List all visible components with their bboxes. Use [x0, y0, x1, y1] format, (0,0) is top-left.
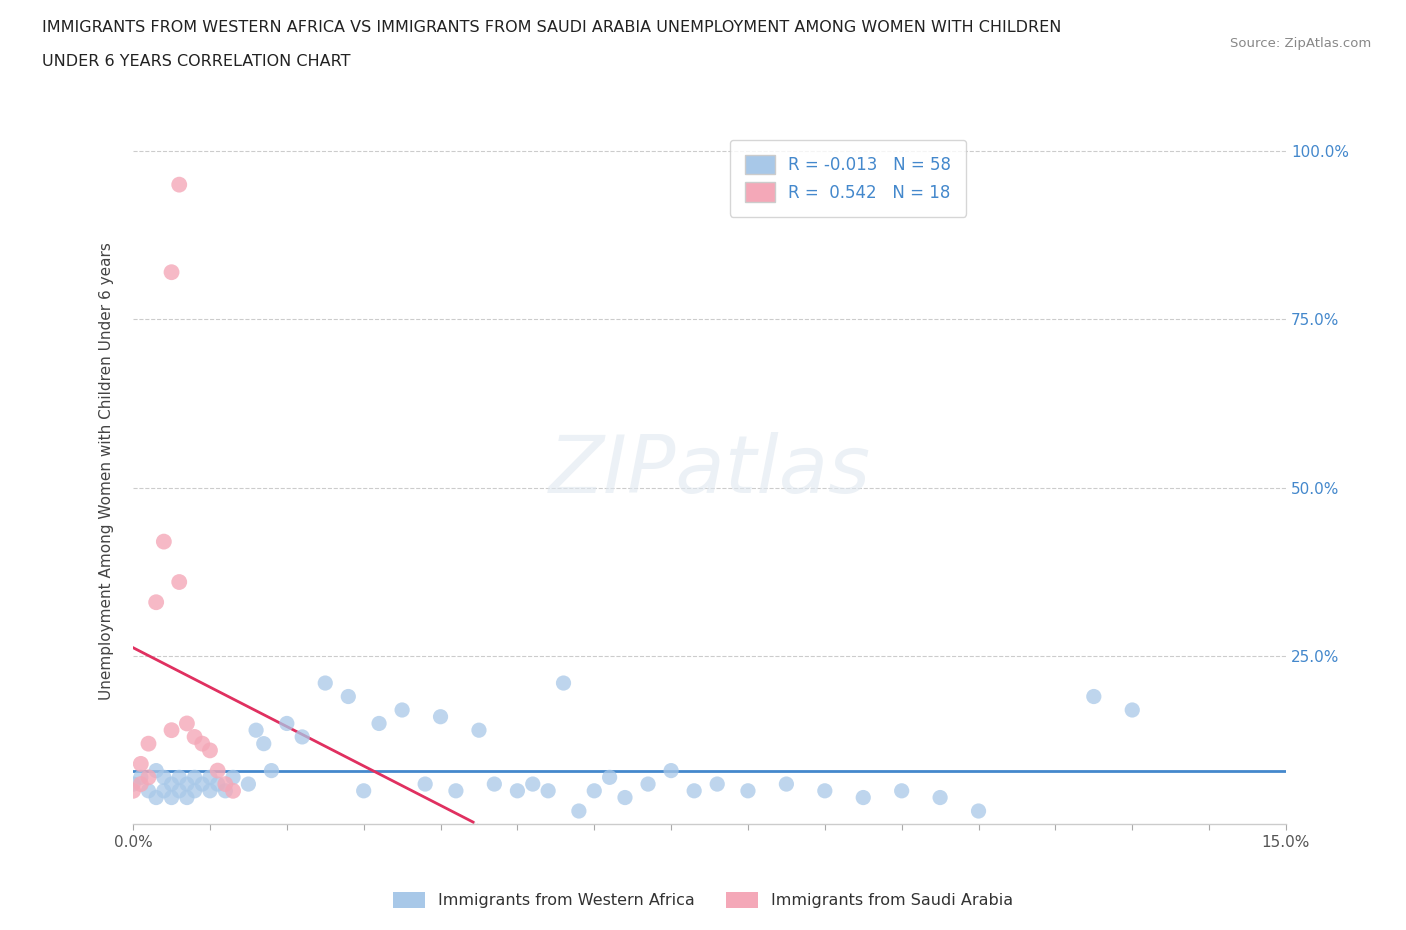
Point: [659, 764, 682, 778]
Point: [222, 770, 245, 785]
Point: [583, 783, 606, 798]
Point: [537, 783, 560, 798]
Point: [176, 790, 198, 805]
Point: [214, 783, 236, 798]
Point: [637, 777, 659, 791]
Point: [852, 790, 875, 805]
Text: Source: ZipAtlas.com: Source: ZipAtlas.com: [1230, 37, 1371, 50]
Point: [160, 790, 183, 805]
Point: [214, 777, 236, 791]
Point: [706, 777, 728, 791]
Point: [122, 783, 145, 798]
Point: [222, 783, 245, 798]
Point: [153, 770, 176, 785]
Point: [353, 783, 375, 798]
Point: [138, 737, 160, 751]
Point: [506, 783, 529, 798]
Point: [890, 783, 912, 798]
Point: [337, 689, 360, 704]
Point: [207, 764, 229, 778]
Point: [737, 783, 759, 798]
Point: [775, 777, 797, 791]
Text: ZIPatlas: ZIPatlas: [548, 432, 870, 510]
Point: [198, 743, 221, 758]
Point: [553, 675, 575, 690]
Point: [314, 675, 336, 690]
Point: [176, 716, 198, 731]
Legend: Immigrants from Western Africa, Immigrants from Saudi Arabia: Immigrants from Western Africa, Immigran…: [387, 885, 1019, 914]
Point: [391, 702, 413, 717]
Text: UNDER 6 YEARS CORRELATION CHART: UNDER 6 YEARS CORRELATION CHART: [42, 54, 350, 69]
Point: [198, 783, 221, 798]
Point: [614, 790, 637, 805]
Point: [207, 777, 229, 791]
Point: [167, 783, 190, 798]
Point: [814, 783, 837, 798]
Point: [129, 770, 152, 785]
Point: [1121, 702, 1143, 717]
Point: [191, 777, 214, 791]
Point: [138, 770, 160, 785]
Point: [599, 770, 621, 785]
Point: [484, 777, 506, 791]
Point: [145, 595, 167, 610]
Point: [167, 770, 190, 785]
Point: [183, 783, 205, 798]
Point: [160, 777, 183, 791]
Point: [368, 716, 391, 731]
Point: [253, 737, 276, 751]
Point: [413, 777, 436, 791]
Point: [245, 723, 267, 737]
Point: [260, 764, 283, 778]
Point: [967, 804, 990, 818]
Point: [138, 783, 160, 798]
Point: [176, 777, 198, 791]
Point: [468, 723, 491, 737]
Point: [160, 265, 183, 280]
Point: [929, 790, 952, 805]
Point: [291, 729, 314, 744]
Point: [683, 783, 706, 798]
Point: [444, 783, 467, 798]
Point: [568, 804, 591, 818]
Point: [129, 777, 152, 791]
Point: [522, 777, 544, 791]
Point: [167, 575, 190, 590]
Point: [198, 770, 221, 785]
Text: IMMIGRANTS FROM WESTERN AFRICA VS IMMIGRANTS FROM SAUDI ARABIA UNEMPLOYMENT AMON: IMMIGRANTS FROM WESTERN AFRICA VS IMMIGR…: [42, 20, 1062, 35]
Point: [191, 737, 214, 751]
Point: [167, 178, 190, 193]
Point: [429, 710, 451, 724]
Point: [183, 770, 205, 785]
Point: [145, 790, 167, 805]
Point: [183, 729, 205, 744]
Point: [153, 783, 176, 798]
Point: [1083, 689, 1105, 704]
Point: [276, 716, 298, 731]
Point: [145, 764, 167, 778]
Legend: R = -0.013   N = 58, R =  0.542   N = 18: R = -0.013 N = 58, R = 0.542 N = 18: [730, 140, 966, 217]
Point: [160, 723, 183, 737]
Point: [122, 777, 145, 791]
Point: [153, 534, 176, 549]
Point: [238, 777, 260, 791]
Point: [129, 756, 152, 771]
Y-axis label: Unemployment Among Women with Children Under 6 years: Unemployment Among Women with Children U…: [100, 242, 114, 700]
